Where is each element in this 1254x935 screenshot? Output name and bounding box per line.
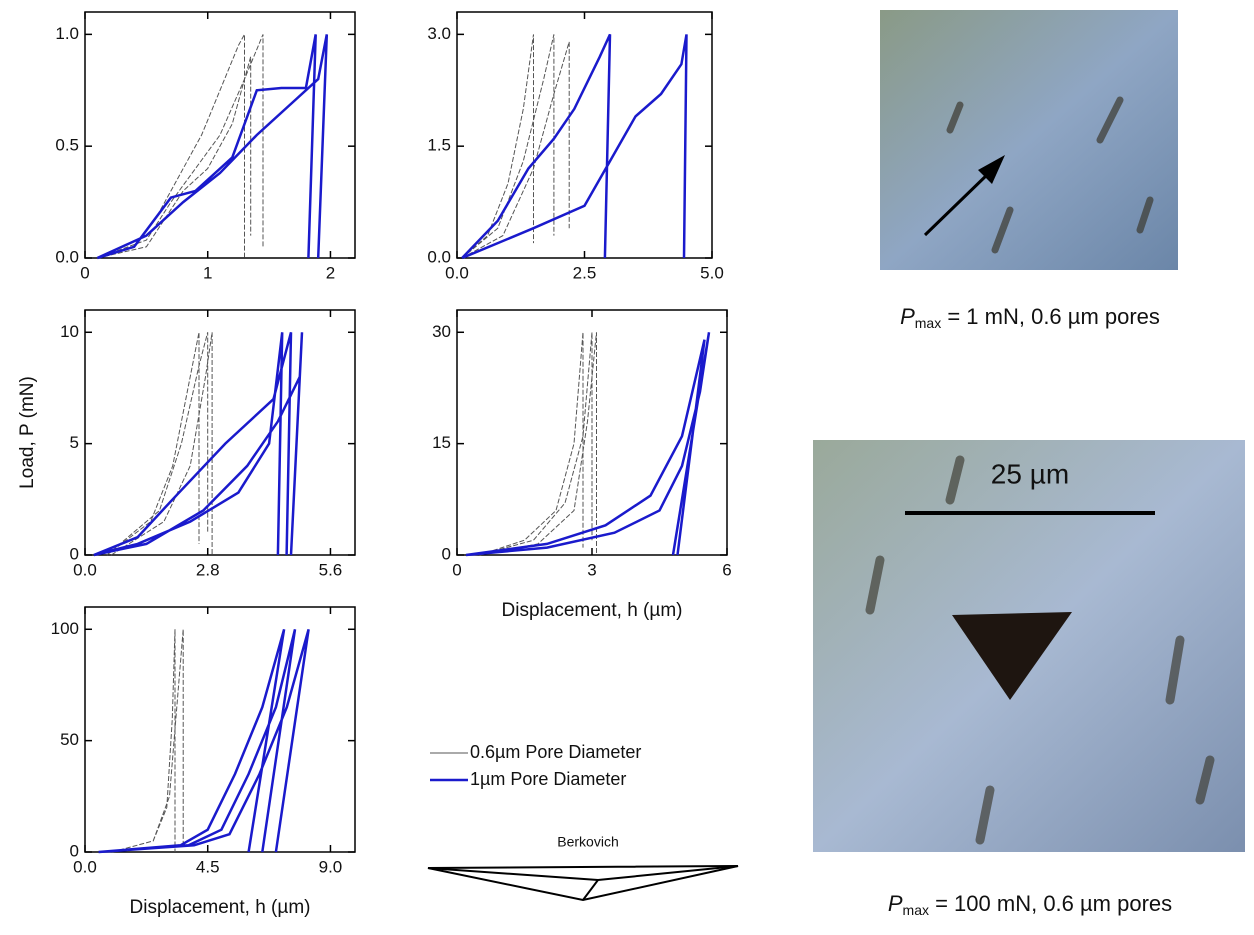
y-tick-label: 30	[432, 322, 451, 341]
x-tick-label: 5.0	[700, 263, 724, 282]
curve	[461, 34, 570, 259]
indenter-label: Berkovich	[557, 834, 618, 850]
y-tick-label: 0	[70, 841, 79, 860]
y-tick-label: 0.5	[55, 136, 79, 155]
caption: Pmax = 1 mN, 0.6 µm pores	[900, 304, 1160, 331]
micrograph	[880, 10, 1178, 270]
curve	[112, 629, 184, 853]
y-tick-label: 100	[51, 619, 79, 638]
x-tick-label: 0	[452, 560, 461, 579]
curve	[98, 628, 310, 854]
x-tick-label: 0.0	[73, 560, 97, 579]
y-tick-label: 50	[60, 730, 79, 749]
y-tick-label: 1.5	[427, 136, 451, 155]
arrow-head	[978, 155, 1005, 184]
x-tick-label: 0.0	[445, 263, 469, 282]
legend-label: 0.6µm Pore Diameter	[470, 742, 641, 762]
curve	[106, 332, 213, 556]
curve	[465, 332, 711, 557]
plot-frame	[456, 11, 713, 259]
scale-bar-label: 25 µm	[991, 458, 1069, 489]
y-axis-label: Load, P (mN)	[17, 376, 38, 489]
x-tick-label: 0	[80, 263, 89, 282]
curve	[96, 34, 329, 260]
curve	[97, 34, 264, 259]
x-tick-label: 6	[722, 560, 731, 579]
y-tick-label: 1.0	[55, 24, 79, 43]
curve	[93, 331, 304, 557]
x-tick-label: 2.5	[573, 263, 597, 282]
x-tick-label: 1	[203, 263, 212, 282]
indenter-sketch	[427, 865, 739, 902]
y-tick-label: 5	[70, 433, 79, 452]
y-tick-label: 0	[442, 544, 451, 563]
plot-frame	[84, 606, 356, 853]
micrograph-texture	[865, 455, 1215, 845]
micrograph-texture	[946, 96, 1154, 254]
x-tick-label: 0.0	[73, 857, 97, 876]
x-tick-label: 5.6	[319, 560, 343, 579]
y-tick-label: 0.0	[55, 247, 79, 266]
y-tick-label: 0.0	[427, 247, 451, 266]
x-tick-label: 2	[326, 263, 335, 282]
y-tick-label: 15	[432, 433, 451, 452]
x-tick-label: 2.8	[196, 560, 220, 579]
x-tick-label: 4.5	[196, 857, 220, 876]
y-tick-label: 3.0	[427, 24, 451, 43]
indent	[952, 612, 1072, 700]
x-tick-label: 9.0	[319, 857, 343, 876]
x-axis-label: Displacement, h (µm)	[130, 897, 311, 918]
y-tick-label: 10	[60, 322, 79, 341]
legend-label: 1µm Pore Diameter	[470, 769, 626, 789]
curve	[461, 33, 688, 260]
x-axis-label: Displacement, h (µm)	[502, 600, 683, 621]
plot-frame	[84, 309, 356, 556]
arrow	[923, 170, 992, 237]
y-tick-label: 0	[70, 544, 79, 563]
caption: Pmax = 100 mN, 0.6 µm pores	[888, 891, 1172, 918]
x-tick-label: 3	[587, 560, 596, 579]
curve	[479, 332, 597, 556]
plot-frame	[84, 11, 356, 259]
